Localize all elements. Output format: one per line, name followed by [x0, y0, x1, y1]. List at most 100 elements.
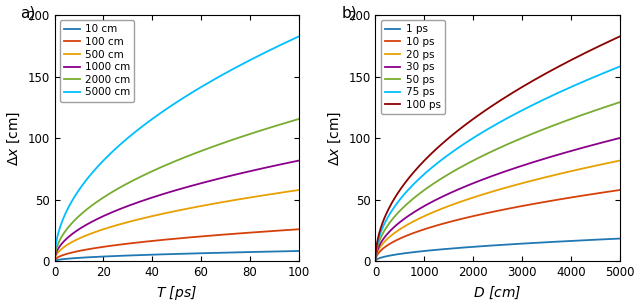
20 ps: [609, 160, 616, 164]
10 cm: [63, 257, 71, 261]
100 cm: [288, 228, 296, 232]
Line: 1000 cm: 1000 cm: [54, 160, 299, 261]
20 ps: [564, 170, 572, 174]
10 ps: [609, 189, 616, 193]
100 ps: [609, 38, 616, 42]
100 ps: [372, 259, 380, 263]
500 cm: [163, 211, 171, 215]
10 ps: [384, 243, 392, 247]
10 ps: [372, 259, 380, 263]
50 ps: [372, 259, 380, 263]
Line: 75 ps: 75 ps: [376, 67, 620, 261]
1 ps: [372, 259, 380, 263]
1 ps: [490, 244, 498, 247]
X-axis label: $D$ [cm]: $D$ [cm]: [474, 285, 522, 301]
75 ps: [609, 67, 616, 71]
5000 cm: [51, 259, 58, 263]
20 ps: [372, 259, 380, 263]
2000 cm: [295, 117, 303, 121]
X-axis label: $T$ [ps]: $T$ [ps]: [156, 285, 197, 302]
100 ps: [564, 60, 572, 64]
30 ps: [564, 150, 572, 154]
Line: 2000 cm: 2000 cm: [54, 119, 299, 261]
Y-axis label: $\Delta x$ [cm]: $\Delta x$ [cm]: [326, 111, 343, 165]
100 ps: [609, 38, 616, 42]
30 ps: [616, 136, 623, 140]
10 ps: [484, 211, 492, 215]
75 ps: [484, 127, 492, 131]
50 ps: [616, 100, 623, 104]
5000 cm: [163, 107, 171, 111]
30 ps: [609, 138, 616, 142]
500 cm: [295, 188, 303, 192]
1000 cm: [288, 160, 296, 164]
500 cm: [243, 196, 251, 200]
1 ps: [484, 244, 492, 248]
Line: 5000 cm: 5000 cm: [54, 36, 299, 261]
5000 cm: [243, 60, 251, 64]
5000 cm: [295, 34, 303, 38]
30 ps: [490, 173, 498, 177]
500 cm: [51, 259, 58, 263]
1 ps: [609, 237, 616, 241]
1000 cm: [295, 159, 303, 162]
1000 cm: [63, 237, 71, 240]
100 cm: [51, 259, 58, 263]
100 ps: [490, 103, 498, 106]
75 ps: [384, 215, 392, 219]
1000 cm: [243, 170, 251, 174]
30 ps: [484, 176, 492, 180]
Line: 10 cm: 10 cm: [54, 251, 299, 261]
100 ps: [616, 34, 623, 38]
100 ps: [484, 107, 492, 111]
Line: 20 ps: 20 ps: [376, 160, 620, 261]
100 cm: [288, 228, 296, 232]
20 ps: [384, 237, 392, 240]
100 cm: [170, 237, 177, 241]
2000 cm: [243, 133, 251, 137]
2000 cm: [163, 163, 171, 167]
10 cm: [163, 252, 171, 256]
10 ps: [490, 210, 498, 213]
10 ps: [616, 188, 623, 192]
1 ps: [384, 254, 392, 258]
20 ps: [484, 191, 492, 195]
10 cm: [288, 249, 296, 253]
50 ps: [490, 148, 498, 152]
500 cm: [288, 189, 296, 193]
1 ps: [616, 237, 623, 241]
20 ps: [490, 189, 498, 193]
30 ps: [609, 138, 616, 142]
1000 cm: [288, 160, 296, 164]
500 cm: [288, 189, 296, 193]
5000 cm: [288, 38, 296, 42]
100 cm: [243, 231, 251, 235]
1000 cm: [170, 189, 177, 193]
75 ps: [564, 87, 572, 90]
10 cm: [288, 249, 296, 253]
10 cm: [170, 252, 177, 256]
30 ps: [372, 259, 380, 263]
10 cm: [295, 249, 303, 253]
20 ps: [609, 160, 616, 164]
Legend: 10 cm, 100 cm, 500 cm, 1000 cm, 2000 cm, 5000 cm: 10 cm, 100 cm, 500 cm, 1000 cm, 2000 cm,…: [60, 20, 134, 102]
Line: 1 ps: 1 ps: [376, 239, 620, 261]
50 ps: [484, 152, 492, 155]
30 ps: [384, 231, 392, 235]
Line: 100 cm: 100 cm: [54, 229, 299, 261]
10 ps: [609, 189, 616, 193]
75 ps: [609, 67, 616, 71]
100 cm: [295, 227, 303, 231]
5000 cm: [288, 38, 296, 42]
10 ps: [564, 196, 572, 200]
Line: 30 ps: 30 ps: [376, 138, 620, 261]
100 cm: [163, 238, 171, 241]
75 ps: [372, 259, 380, 263]
Y-axis label: $\Delta x$ [cm]: $\Delta x$ [cm]: [6, 111, 22, 165]
100 ps: [384, 209, 392, 212]
2000 cm: [288, 119, 296, 123]
75 ps: [490, 124, 498, 127]
2000 cm: [170, 160, 177, 164]
Line: 10 ps: 10 ps: [376, 190, 620, 261]
50 ps: [564, 118, 572, 122]
